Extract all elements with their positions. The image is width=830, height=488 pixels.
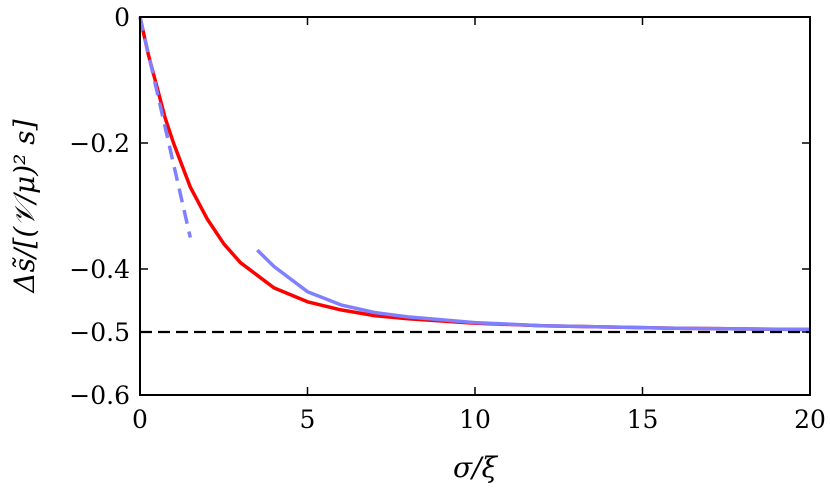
y-tick-label: −0.5 <box>69 318 130 347</box>
series-line-3 <box>256 248 811 332</box>
series-line-1 <box>138 16 811 332</box>
x-tick-label: 15 <box>627 405 659 434</box>
x-tick-label: 5 <box>300 405 316 434</box>
x-axis-label: σ/ξ <box>453 451 499 484</box>
x-tick-label: 10 <box>459 405 491 434</box>
y-tick-label: −0.6 <box>69 381 130 410</box>
series-layer <box>138 16 811 334</box>
y-tick-label: 0 <box>114 3 130 32</box>
y-axis-label: Δs̃/[(𝒱/μ)² s] <box>8 119 41 293</box>
y-tick-label: −0.4 <box>69 255 130 284</box>
y-tick-label: −0.2 <box>69 129 130 158</box>
plot-frame <box>139 16 811 396</box>
x-tick-label: 0 <box>132 405 148 434</box>
series-line-2 <box>138 16 193 238</box>
x-tick-label: 20 <box>794 405 826 434</box>
ticks-layer: 0 5 10 15 20 0 −0.2 −0.4 −0.5 −0.6 <box>69 3 826 434</box>
